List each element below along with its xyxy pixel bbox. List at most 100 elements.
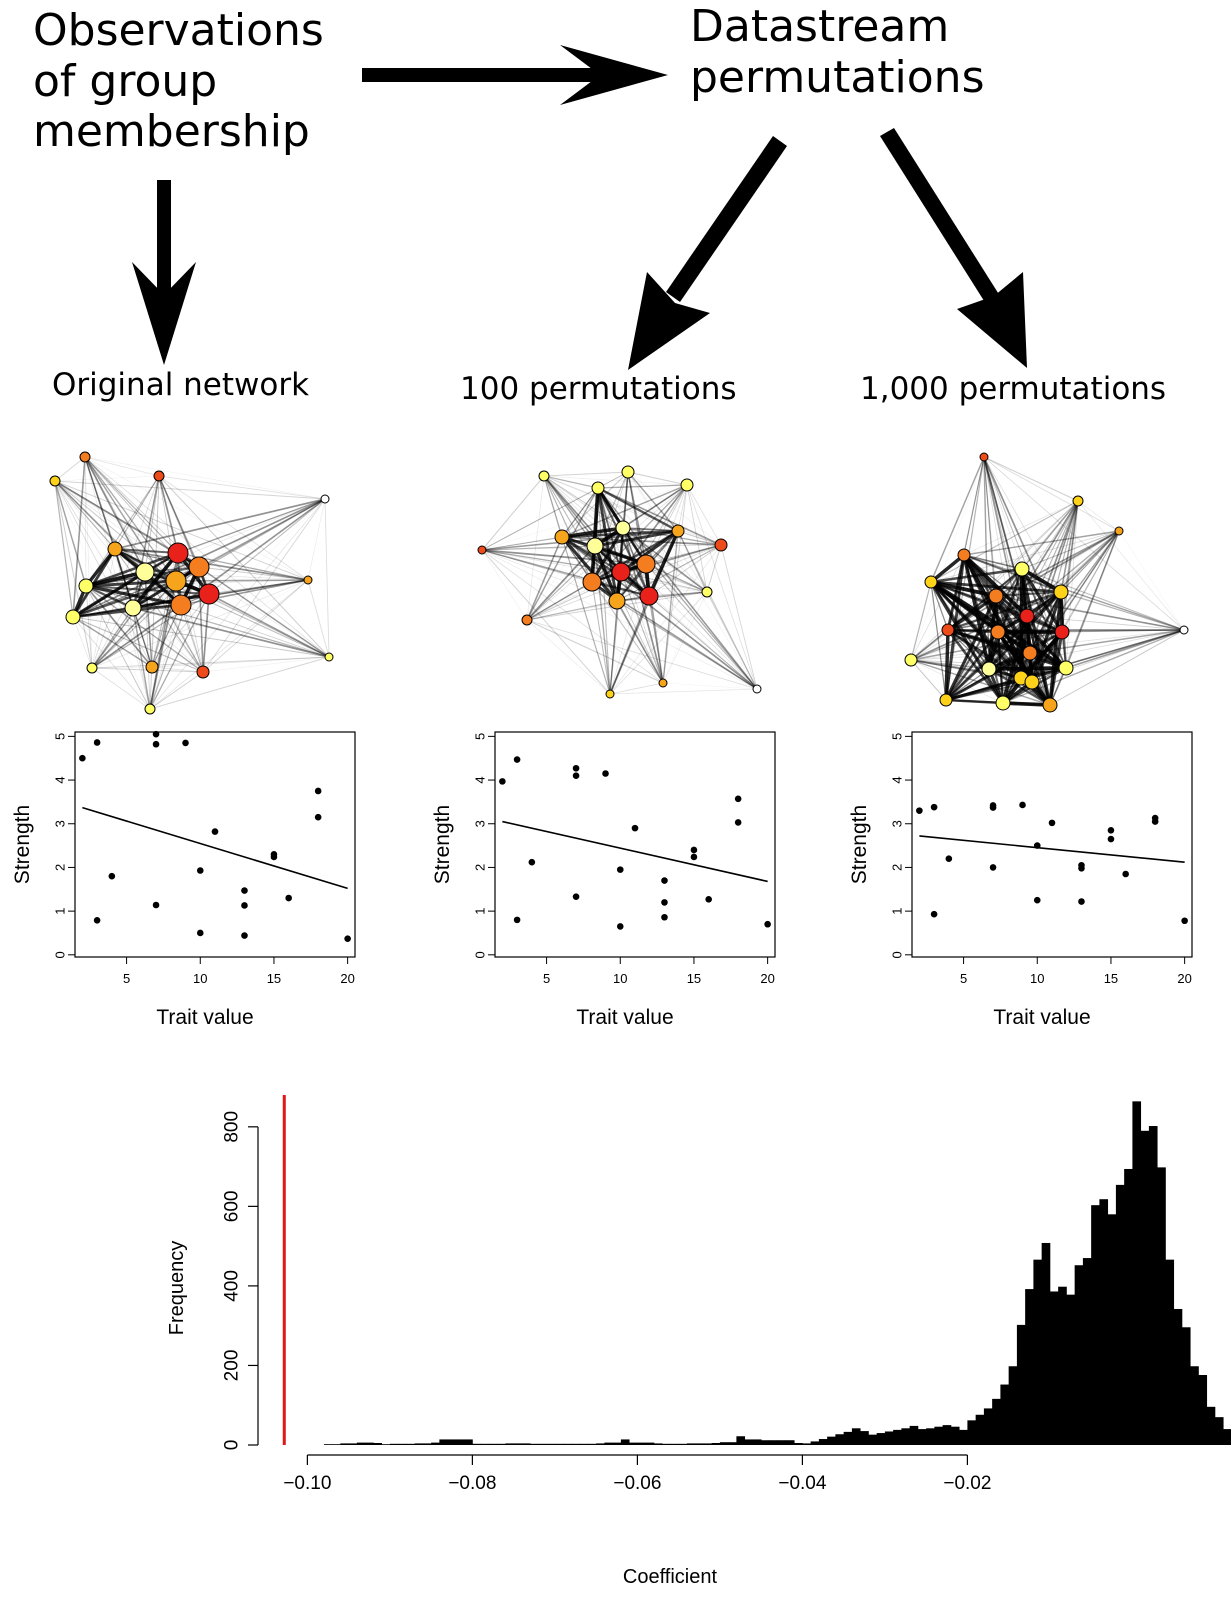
scatter-point — [241, 887, 248, 894]
network-edge — [54, 475, 160, 482]
histogram-bar — [810, 1441, 820, 1445]
network-edge — [988, 629, 1185, 670]
network-edge — [622, 527, 679, 532]
histogram-bar — [1140, 1130, 1150, 1445]
network-node — [188, 556, 210, 578]
network-edge — [54, 480, 116, 550]
histogram-bar — [340, 1443, 350, 1445]
network-edge — [677, 530, 722, 546]
y-tick-label: 3 — [53, 820, 68, 827]
scatter-point — [661, 913, 668, 921]
histogram-bar — [860, 1431, 869, 1445]
scatter-point — [196, 929, 204, 937]
network-edge — [910, 591, 1062, 661]
network-edge — [144, 571, 151, 710]
y-tick-label: 0 — [473, 951, 488, 958]
histogram-bar — [1074, 1265, 1084, 1445]
network-edge — [930, 581, 949, 631]
network-node — [714, 538, 728, 552]
network-edge — [54, 480, 153, 668]
network-edge — [645, 563, 708, 593]
network-edge — [1061, 530, 1120, 633]
network-edge — [72, 616, 151, 710]
histogram-bar — [736, 1436, 746, 1445]
network-edge — [481, 549, 708, 593]
network-edge — [149, 593, 210, 710]
scatter-plot-2: 5 10 15 20 0 1 2 3 4 5 Trait value Strength — [848, 731, 1193, 1029]
network-edge — [1029, 629, 1185, 654]
x-tick-label: −0.02 — [943, 1473, 991, 1494]
y-tick-label: 3 — [473, 820, 488, 827]
network-edge — [175, 579, 309, 582]
network-edge — [662, 591, 708, 684]
network-edge — [622, 471, 629, 529]
network-edge — [151, 580, 177, 668]
network-edge — [85, 585, 93, 669]
histogram-bar — [711, 1443, 721, 1445]
network-edge — [686, 484, 758, 690]
network-edge — [988, 666, 1067, 671]
network-edge — [616, 600, 664, 684]
histogram-bar — [719, 1442, 729, 1445]
histogram-bar — [884, 1431, 894, 1445]
network-edge — [677, 530, 708, 593]
network-edge — [158, 475, 200, 568]
network-edge — [594, 545, 611, 695]
network-node — [680, 478, 694, 492]
histogram-bar — [488, 1443, 498, 1445]
x-tick-label: 5 — [123, 971, 130, 986]
network-edge — [144, 475, 160, 573]
scatter-point — [1033, 896, 1041, 904]
network-edge — [543, 475, 611, 695]
network-edge — [132, 607, 330, 658]
network-edge — [561, 484, 688, 538]
network-edge — [910, 581, 932, 661]
network-edge — [1060, 500, 1079, 593]
network-edge — [543, 475, 624, 529]
network-edge — [910, 659, 1051, 706]
network-node — [135, 562, 155, 582]
y-tick-label: 800 — [222, 1111, 243, 1143]
network-node — [939, 693, 953, 707]
network-edge — [648, 591, 708, 597]
histogram-bar — [1025, 1289, 1034, 1445]
histogram-bar — [587, 1443, 597, 1445]
coefficient-histogram: 0 200 400 600 800 Frequency −0.10 −0.08 −0.06 −0.… — [166, 1095, 1231, 1588]
network-edge — [202, 498, 326, 673]
scatter-point — [152, 901, 160, 909]
network-node — [981, 661, 997, 677]
x-axis-label: Trait value — [993, 1006, 1090, 1029]
network-edge — [561, 536, 664, 684]
network-edge — [662, 530, 679, 684]
scatter-point — [285, 894, 292, 902]
network-edge — [597, 484, 688, 489]
network-edge — [149, 498, 326, 710]
x-tick-label: 20 — [1177, 971, 1191, 986]
scatter-point — [344, 935, 351, 942]
x-axis-label: Trait value — [576, 1006, 673, 1029]
network-edge — [208, 593, 330, 658]
scatter-point — [690, 853, 698, 861]
network-edge — [609, 530, 679, 695]
network-edge — [54, 480, 177, 582]
histogram-bar — [686, 1443, 696, 1445]
histogram-bar — [604, 1442, 614, 1445]
network-edge — [662, 544, 722, 684]
scatter-point — [79, 754, 86, 762]
scatter-point — [93, 917, 101, 924]
histogram-bar — [1190, 1366, 1199, 1445]
scatter-point — [616, 866, 624, 873]
scatter-point — [734, 795, 742, 803]
histogram-bar — [1124, 1168, 1133, 1445]
histogram-bar — [992, 1398, 1001, 1445]
network-edge — [1061, 629, 1185, 633]
scatter-point — [602, 770, 609, 777]
plot-frame — [911, 731, 1193, 958]
y-tick-label: 5 — [890, 733, 905, 740]
network-edge — [481, 530, 679, 551]
network-node — [924, 575, 938, 589]
fit-line — [502, 820, 768, 883]
histogram-bar — [612, 1442, 622, 1445]
network-edge — [648, 595, 758, 690]
